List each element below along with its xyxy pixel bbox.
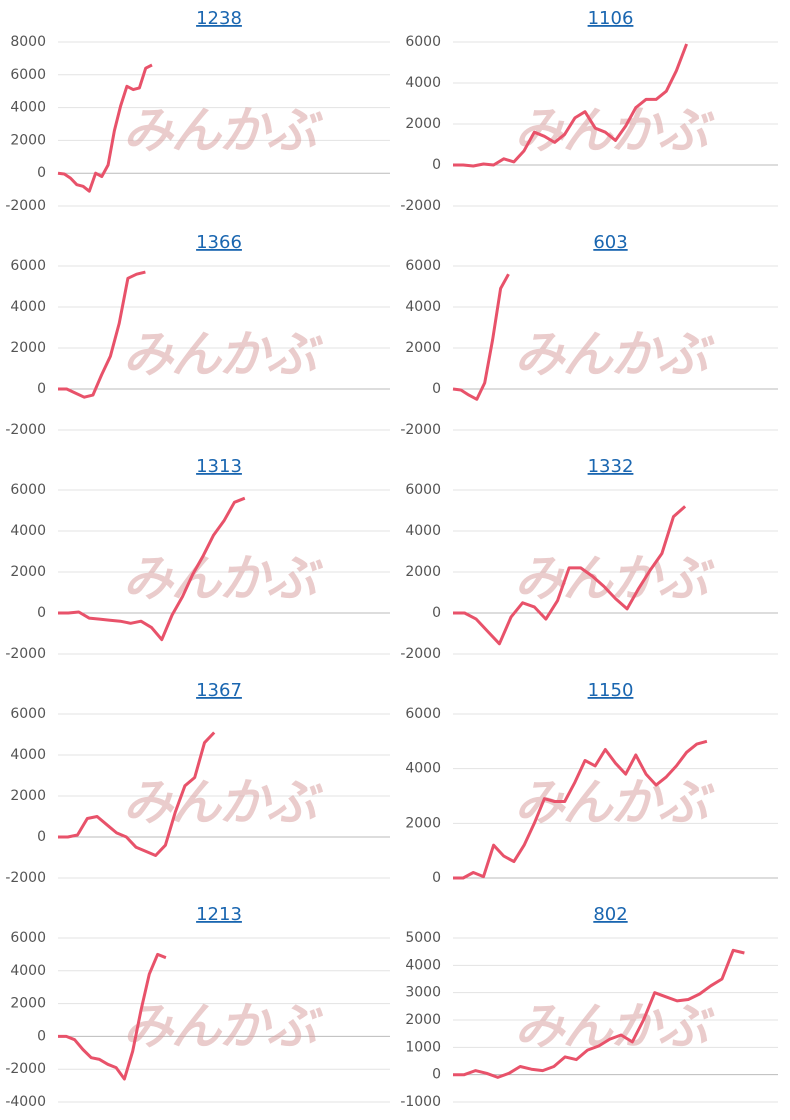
y-tick-label: 4000 (405, 761, 441, 777)
data-line (58, 270, 146, 399)
y-tick-label: 4000 (405, 523, 441, 539)
y-tick-label: 4000 (405, 75, 441, 91)
y-tick-label: 2000 (405, 340, 441, 356)
chart-title[interactable]: 1106 (588, 8, 634, 29)
watermark: みんかぶ (123, 326, 324, 384)
data-line (58, 496, 246, 642)
y-tick-label: 2000 (10, 564, 46, 580)
y-tick-label: 3000 (405, 985, 441, 1001)
y-tick-label: 2000 (10, 340, 46, 356)
y-tick-label: 2000 (405, 564, 441, 580)
chart-title[interactable]: 802 (593, 904, 627, 925)
y-tick-label: -2000 (400, 198, 441, 214)
data-line (452, 273, 510, 401)
y-tick-label: 2000 (405, 815, 441, 831)
y-tick-label: 4000 (10, 100, 46, 116)
y-tick-label: 2000 (10, 132, 46, 148)
y-tick-label: 6000 (10, 930, 46, 946)
y-tick-label: 4000 (10, 963, 46, 979)
y-tick-label: 2000 (405, 116, 441, 132)
y-tick-label: 4000 (405, 299, 441, 315)
y-tick-label: 5000 (405, 930, 441, 946)
chart-title[interactable]: 1238 (196, 8, 242, 29)
y-tick-label: -2000 (5, 422, 46, 438)
y-tick-label: -4000 (5, 1094, 46, 1110)
y-tick-label: 0 (432, 605, 441, 621)
y-tick-label: 6000 (10, 706, 46, 722)
y-tick-label: -1000 (400, 1094, 441, 1110)
y-tick-label: 0 (37, 165, 46, 181)
watermark: みんかぶ (123, 998, 324, 1056)
chart-title[interactable]: 1213 (196, 904, 242, 925)
y-tick-label: 0 (37, 829, 46, 845)
y-tick-label: 0 (432, 157, 441, 173)
y-tick-label: 8000 (10, 34, 46, 50)
chart-title[interactable]: 603 (593, 232, 627, 253)
y-tick-label: -2000 (5, 646, 46, 662)
watermark: みんかぶ (515, 774, 716, 832)
data-line (453, 505, 687, 646)
watermark: みんかぶ (515, 326, 716, 384)
y-tick-label: 2000 (10, 996, 46, 1012)
watermark: みんかぶ (123, 102, 324, 160)
chart-title[interactable]: 1150 (588, 680, 634, 701)
y-tick-label: 0 (37, 1028, 46, 1044)
watermark: みんかぶ (515, 102, 716, 160)
y-tick-label: 6000 (10, 482, 46, 498)
data-line (453, 739, 708, 880)
data-line (58, 731, 216, 857)
y-tick-label: 0 (37, 381, 46, 397)
y-tick-label: 2000 (10, 788, 46, 804)
y-tick-label: 6000 (405, 34, 441, 50)
y-tick-label: 0 (37, 605, 46, 621)
chart-title[interactable]: 1367 (196, 680, 242, 701)
data-line (58, 952, 167, 1081)
watermark: みんかぶ (123, 550, 324, 608)
y-tick-label: -2000 (5, 198, 46, 214)
y-tick-label: 1000 (405, 1039, 441, 1055)
y-tick-label: 6000 (405, 706, 441, 722)
y-tick-label: 4000 (405, 957, 441, 973)
chart-title[interactable]: 1366 (196, 232, 242, 253)
y-tick-label: 4000 (10, 299, 46, 315)
y-tick-label: 6000 (10, 67, 46, 83)
y-tick-label: 2000 (405, 1012, 441, 1028)
y-tick-label: -2000 (400, 422, 441, 438)
chart-title[interactable]: 1332 (588, 456, 634, 477)
y-tick-label: 6000 (405, 482, 441, 498)
y-tick-label: 4000 (10, 747, 46, 763)
y-tick-label: -2000 (400, 646, 441, 662)
y-tick-label: 4000 (10, 523, 46, 539)
y-tick-label: -2000 (5, 1061, 46, 1077)
y-tick-label: 6000 (405, 258, 441, 274)
chart-title[interactable]: 1313 (196, 456, 242, 477)
data-line (453, 948, 745, 1079)
watermark: みんかぶ (123, 774, 324, 832)
y-tick-label: -2000 (5, 870, 46, 886)
y-tick-label: 6000 (10, 258, 46, 274)
data-line (57, 63, 153, 193)
data-line (453, 43, 689, 168)
y-tick-label: 0 (432, 1067, 441, 1083)
y-tick-label: 0 (432, 381, 441, 397)
y-tick-label: 0 (432, 870, 441, 886)
watermark: みんかぶ (515, 998, 716, 1056)
